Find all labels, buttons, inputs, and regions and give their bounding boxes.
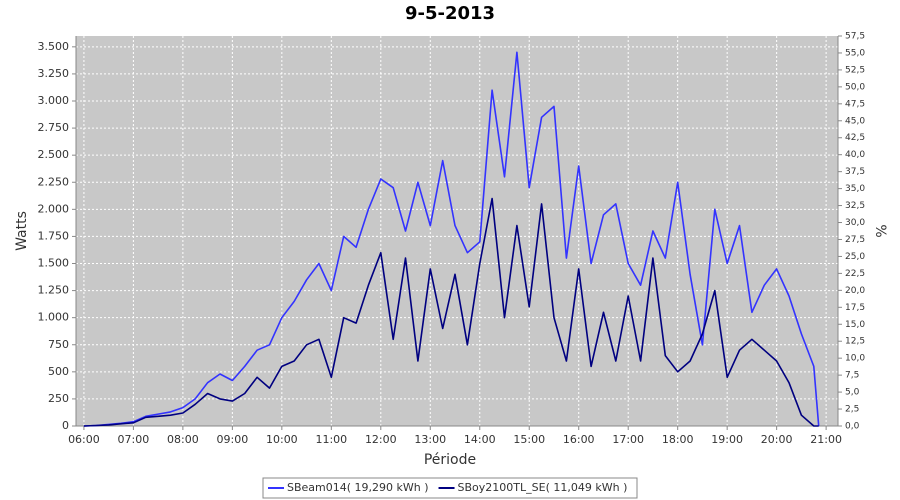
y2-tick-label: 32,5 [845, 201, 865, 211]
y2-tick-label: 37,5 [845, 167, 865, 177]
y2-tick-label: 47,5 [845, 99, 865, 109]
line-series [83, 51, 820, 427]
y2-tick-label: 35,0 [845, 184, 865, 194]
x-tick-label: 13:00 [414, 433, 446, 446]
y2-tick-label: 50,0 [845, 82, 865, 92]
y2-tick-label: 7,5 [845, 371, 859, 381]
y2-tick-label: 15,0 [845, 320, 865, 330]
x-tick-label: 18:00 [662, 433, 694, 446]
y2-tick-label: 17,5 [845, 303, 865, 313]
legend-label: SBoy2100TL_SE( 11,049 kWh ) [458, 481, 628, 494]
x-tick-label: 17:00 [612, 433, 644, 446]
x-axis-label: Période [424, 452, 476, 468]
y-axis-label: Watts [14, 211, 30, 251]
y2-tick-label: 40,0 [845, 150, 865, 160]
x-tick-label: 10:00 [266, 433, 298, 446]
chart-title: 9-5-2013 [405, 3, 495, 24]
y2-tick-label: 27,5 [845, 235, 865, 245]
x-tick-label: 14:00 [464, 433, 496, 446]
y2-tick-label: 55,0 [845, 48, 865, 58]
x-tick-label: 15:00 [513, 433, 545, 446]
y2-tick-label: 57,5 [845, 32, 865, 42]
x-tick-label: 12:00 [365, 433, 397, 446]
y2-axis-label: % [872, 224, 888, 237]
y2-tick-label: 2,5 [845, 405, 859, 415]
y-tick-label: 3.500 [38, 40, 70, 53]
y-tick-label: 2.250 [38, 175, 70, 188]
y2-tick-label: 10,0 [845, 354, 865, 364]
y2-tick-label: 12,5 [845, 337, 865, 347]
y-tick-label: 500 [48, 365, 69, 378]
y2-tick-label: 0,0 [845, 422, 860, 432]
y2-tick-label: 45,0 [845, 116, 865, 126]
y-tick-label: 1.250 [38, 284, 70, 297]
y-tick-label: 1.500 [38, 257, 70, 270]
y-tick-label: 250 [48, 392, 69, 405]
y2-tick-label: 52,5 [845, 65, 865, 75]
y2-tick-label: 25,0 [845, 252, 865, 262]
x-tick-label: 08:00 [167, 433, 199, 446]
x-tick-label: 16:00 [563, 433, 595, 446]
y2-tick-label: 42,5 [845, 133, 865, 143]
y-tick-label: 3.000 [38, 94, 70, 107]
x-tick-label: 07:00 [118, 433, 150, 446]
y2-tick-label: 5,0 [845, 388, 860, 398]
y-tick-label: 2.750 [38, 121, 70, 134]
y-tick-label: 2.500 [38, 148, 70, 161]
x-tick-label: 06:00 [68, 433, 100, 446]
y-tick-label: 1.750 [38, 229, 70, 242]
y2-tick-label: 22,5 [845, 269, 865, 279]
x-tick-label: 19:00 [711, 433, 743, 446]
y-tick-label: 750 [48, 338, 69, 351]
y-tick-label: 0 [62, 419, 69, 432]
y-tick-label: 3.250 [38, 67, 70, 80]
y-tick-label: 1.000 [38, 311, 70, 324]
x-tick-label: 11:00 [315, 433, 347, 446]
y2-tick-label: 30,0 [845, 218, 865, 228]
y2-tick-label: 20,0 [845, 286, 865, 296]
y-tick-label: 2.000 [38, 202, 70, 215]
line-series [83, 197, 819, 427]
x-tick-label: 20:00 [761, 433, 793, 446]
x-tick-label: 09:00 [217, 433, 249, 446]
x-tick-label: 21:00 [810, 433, 842, 446]
legend-label: SBeam014( 19,290 kWh ) [287, 481, 429, 494]
